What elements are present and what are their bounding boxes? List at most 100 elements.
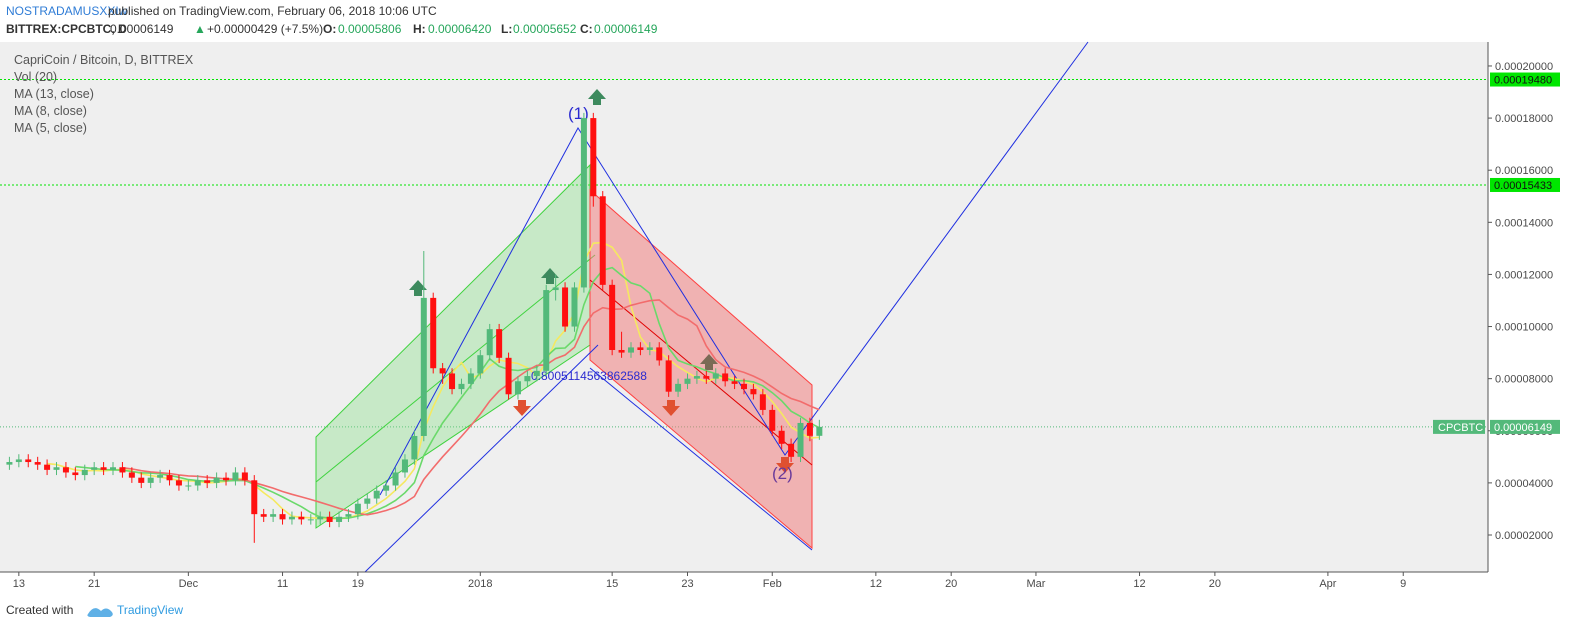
symbol-label: CPCBTC: [1438, 422, 1483, 434]
candle-body: [383, 485, 390, 491]
candle-body: [449, 373, 456, 390]
candle-body: [571, 287, 578, 327]
candle-body: [580, 118, 587, 288]
candle-body: [6, 462, 13, 465]
low-key: L:: [501, 22, 512, 36]
x-tick-label: 2018: [468, 578, 492, 590]
author: NOSTRADAMUSXXIw: [6, 4, 128, 18]
price-tag: [1490, 419, 1560, 434]
candle-body: [590, 118, 597, 197]
candle-body: [336, 516, 343, 522]
candle-body: [505, 357, 512, 395]
candle-body: [175, 480, 182, 486]
down-arrows: [513, 400, 794, 473]
logo: [87, 608, 113, 617]
level-label: 0.00015433: [1494, 180, 1552, 192]
created-with: Created with: [6, 603, 73, 617]
up-arrow: [700, 354, 718, 370]
candle-body: [524, 376, 531, 382]
candle-body: [514, 381, 521, 395]
x-tick-label: 12: [870, 578, 882, 590]
candle-body: [722, 373, 729, 382]
candle-body: [543, 290, 550, 371]
candle-body: [326, 516, 333, 522]
candle-body: [270, 514, 277, 517]
candle-body: [251, 480, 258, 515]
candle-body: [769, 409, 776, 431]
candle-body: [166, 475, 173, 481]
candle-body: [373, 490, 380, 499]
red-channel-mid: [589, 279, 813, 466]
legend-entry: CapriCoin / Bitcoin, D, BITTREX: [14, 53, 194, 67]
candle-body: [288, 516, 295, 520]
candle-body: [627, 347, 634, 353]
candle-body: [430, 297, 437, 369]
ratio-label: 0.8005114563862588: [531, 369, 647, 383]
x-tick-label: 13: [13, 578, 25, 590]
candle-body: [741, 383, 747, 390]
candle-body: [599, 196, 606, 285]
candle-body: [533, 370, 540, 377]
price: 0.00006149: [110, 22, 174, 36]
candle-body: [345, 514, 352, 517]
candle-body: [675, 383, 682, 392]
up-arrows: [409, 89, 606, 296]
candle-body: [194, 480, 201, 486]
candle-body: [486, 329, 493, 356]
y-tick-label: 0.00016000: [1495, 165, 1553, 177]
candle-body: [298, 516, 305, 520]
y-tick-label: 0.00008000: [1495, 374, 1553, 386]
open: 0.00005806: [338, 22, 402, 36]
candle-body: [354, 503, 361, 515]
high-key: H:: [413, 22, 426, 36]
candle-body: [364, 498, 371, 504]
x-tick-label: 21: [88, 578, 100, 590]
candle-body: [552, 287, 559, 291]
candle-body: [439, 368, 446, 374]
y-tick-label: 0.00020000: [1495, 61, 1553, 73]
candle-body: [185, 485, 192, 487]
candle-body: [204, 480, 211, 483]
candle-body: [562, 287, 569, 327]
x-tick-label: 9: [1400, 578, 1406, 590]
candle-body: [34, 462, 41, 465]
down-arrow: [776, 457, 794, 473]
footer: [0, 596, 1575, 631]
y-tick-label: 0.00010000: [1495, 322, 1553, 334]
candle-body: [317, 516, 324, 520]
candle-body: [618, 349, 625, 353]
candle-body: [100, 467, 107, 470]
y-tick-label: 0.00018000: [1495, 113, 1553, 125]
x-tick-label: 11: [277, 578, 288, 590]
candle-body: [157, 475, 164, 478]
candle-body: [138, 477, 145, 483]
change: +0.00000429 (+7.5%): [207, 22, 323, 36]
legend-entry: MA (13, close): [14, 87, 94, 101]
candle-body: [81, 469, 88, 476]
plot-background: [0, 42, 1488, 572]
candle-body: [816, 426, 823, 436]
candle-body: [279, 514, 286, 520]
x-tick-label: Feb: [763, 578, 782, 590]
x-tick-label: 20: [1209, 578, 1221, 590]
legend-entry: Vol (20): [14, 70, 57, 84]
y-tick-label: 0.00012000: [1495, 269, 1553, 281]
moving-average: [47, 241, 820, 520]
candle-body: [53, 467, 60, 470]
candle-body: [119, 467, 126, 473]
up-arrow: [409, 280, 427, 296]
brand: TradingView: [117, 603, 183, 617]
y-tick-label: 0.00014000: [1495, 217, 1553, 229]
wave-line: [379, 41, 1089, 496]
x-tick-label: Dec: [179, 578, 199, 590]
candle-body: [467, 373, 474, 384]
symbol: BITTREX:CPCBTC, D: [6, 22, 127, 36]
candle-body: [411, 435, 418, 460]
candle-body: [392, 472, 399, 486]
y-tick-label: 0.00002000: [1495, 530, 1553, 542]
y-tick-label: 0.00004000: [1495, 478, 1553, 490]
blue-line: [589, 367, 813, 551]
moving-average: [122, 299, 820, 516]
candle-body: [260, 514, 267, 517]
